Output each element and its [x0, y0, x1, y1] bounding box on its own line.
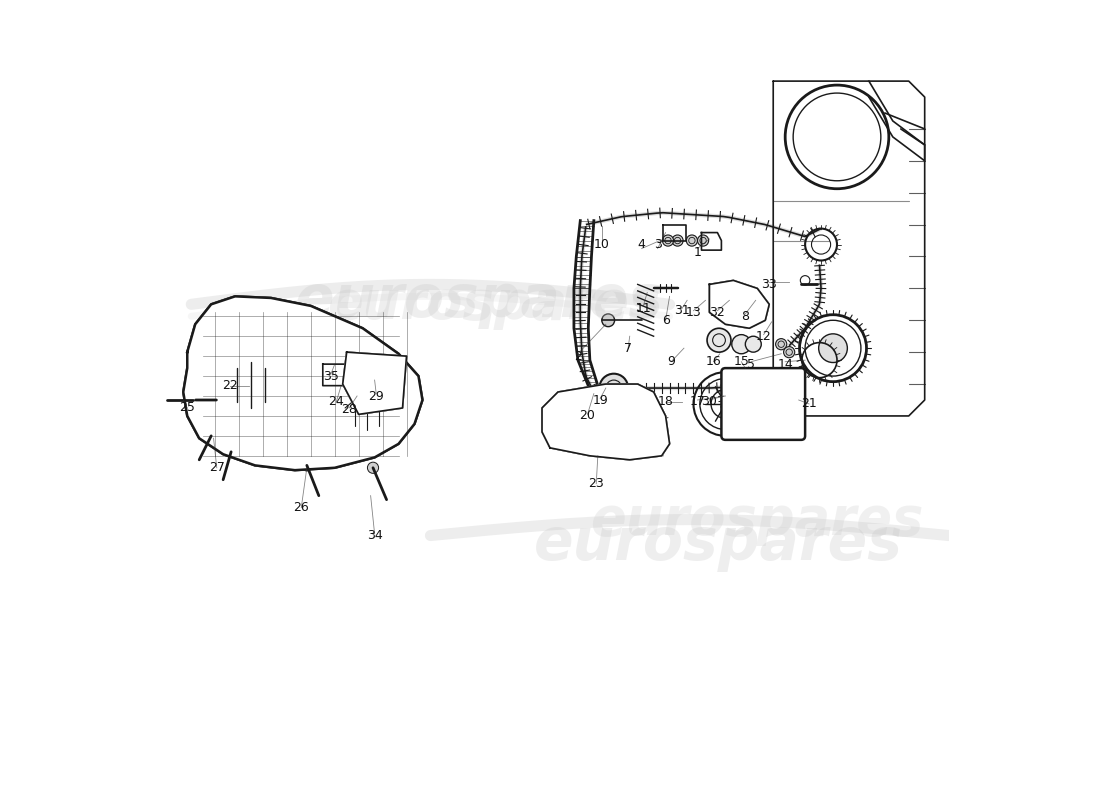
Text: 1: 1 [693, 246, 702, 259]
Text: 24: 24 [329, 395, 344, 408]
Circle shape [746, 336, 761, 352]
Text: 5: 5 [747, 358, 755, 370]
Text: 35: 35 [322, 370, 339, 382]
Text: 10: 10 [594, 238, 609, 251]
Circle shape [206, 430, 217, 442]
Circle shape [748, 314, 759, 326]
Circle shape [600, 374, 628, 402]
Circle shape [686, 235, 697, 246]
Text: 8: 8 [741, 310, 749, 322]
Text: 23: 23 [588, 478, 604, 490]
Circle shape [672, 235, 683, 246]
Text: 29: 29 [368, 390, 384, 402]
Circle shape [226, 446, 236, 458]
Text: 16: 16 [705, 355, 722, 368]
Text: 6: 6 [662, 314, 670, 326]
Text: 9: 9 [668, 355, 675, 368]
Circle shape [707, 328, 732, 352]
Text: 11: 11 [636, 302, 651, 315]
Text: 17: 17 [690, 395, 705, 408]
Text: 4: 4 [638, 238, 646, 251]
Circle shape [219, 354, 283, 418]
Text: 7: 7 [624, 342, 632, 354]
Circle shape [785, 85, 889, 189]
Text: 34: 34 [366, 529, 383, 542]
Text: 27: 27 [209, 462, 224, 474]
Polygon shape [343, 352, 407, 414]
Circle shape [187, 392, 204, 408]
Text: 22: 22 [221, 379, 238, 392]
Polygon shape [542, 384, 670, 460]
Text: eurospares: eurospares [327, 278, 660, 330]
Circle shape [783, 346, 794, 358]
Circle shape [693, 372, 757, 436]
Circle shape [340, 374, 349, 382]
Text: eurospares: eurospares [295, 272, 664, 329]
Circle shape [352, 362, 363, 374]
Text: 26: 26 [294, 501, 309, 514]
Polygon shape [184, 296, 422, 470]
Text: 33: 33 [761, 278, 777, 291]
Circle shape [818, 334, 847, 362]
Circle shape [732, 334, 751, 354]
Circle shape [662, 235, 673, 246]
Circle shape [602, 314, 615, 326]
Text: 25: 25 [179, 402, 195, 414]
Text: eurospares: eurospares [535, 515, 903, 572]
Text: 18: 18 [658, 395, 673, 408]
Text: 30: 30 [702, 395, 717, 408]
Text: 28: 28 [341, 403, 358, 416]
Text: 15: 15 [734, 355, 749, 368]
Polygon shape [710, 281, 769, 328]
Text: 21: 21 [801, 398, 817, 410]
Text: 14: 14 [778, 358, 793, 370]
FancyBboxPatch shape [722, 368, 805, 440]
Text: 13: 13 [685, 306, 702, 319]
Text: eurospares: eurospares [590, 494, 923, 546]
Circle shape [377, 370, 388, 382]
Text: 20: 20 [580, 410, 595, 422]
Text: 32: 32 [710, 306, 725, 319]
Circle shape [327, 376, 334, 384]
Text: 31: 31 [673, 304, 690, 318]
Text: 3: 3 [653, 238, 661, 251]
Text: 19: 19 [592, 394, 608, 406]
Circle shape [327, 368, 334, 376]
Circle shape [367, 462, 378, 474]
Circle shape [697, 235, 708, 246]
Text: 2: 2 [574, 350, 582, 362]
Circle shape [776, 338, 786, 350]
Circle shape [301, 460, 312, 471]
Text: 12: 12 [756, 330, 771, 342]
